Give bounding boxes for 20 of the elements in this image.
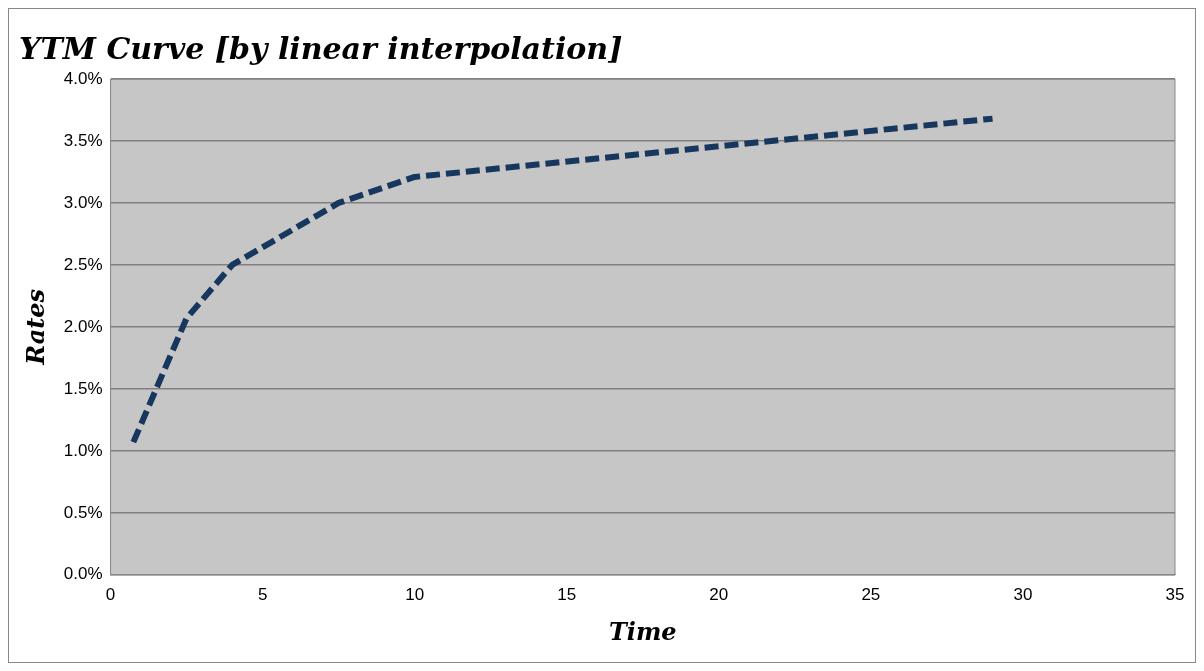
x-tick-label: 10 bbox=[405, 584, 425, 604]
x-tick-label: 5 bbox=[257, 584, 268, 604]
x-tick-label: 15 bbox=[557, 584, 577, 604]
y-tick-label: 1.5% bbox=[63, 378, 103, 398]
y-tick-label: 4.0% bbox=[63, 68, 103, 88]
y-axis-title: Rates bbox=[20, 288, 50, 366]
y-tick-label: 3.0% bbox=[63, 192, 103, 212]
y-tick-label: 0.0% bbox=[63, 564, 103, 584]
x-axis-title: Time bbox=[608, 616, 677, 646]
y-tick-label: 3.5% bbox=[63, 130, 103, 150]
x-tick-label: 20 bbox=[709, 584, 729, 604]
x-tick-label: 30 bbox=[1013, 584, 1033, 604]
y-tick-label: 2.0% bbox=[63, 316, 103, 336]
x-tick-label: 25 bbox=[861, 584, 881, 604]
x-tick-label: 35 bbox=[1165, 584, 1185, 604]
y-tick-label: 0.5% bbox=[63, 502, 103, 522]
y-tick-label: 2.5% bbox=[63, 254, 103, 274]
y-tick-label: 1.0% bbox=[63, 440, 103, 460]
chart-title: YTM Curve [by linear interpolation] bbox=[19, 30, 623, 66]
x-tick-label: 0 bbox=[105, 584, 116, 604]
